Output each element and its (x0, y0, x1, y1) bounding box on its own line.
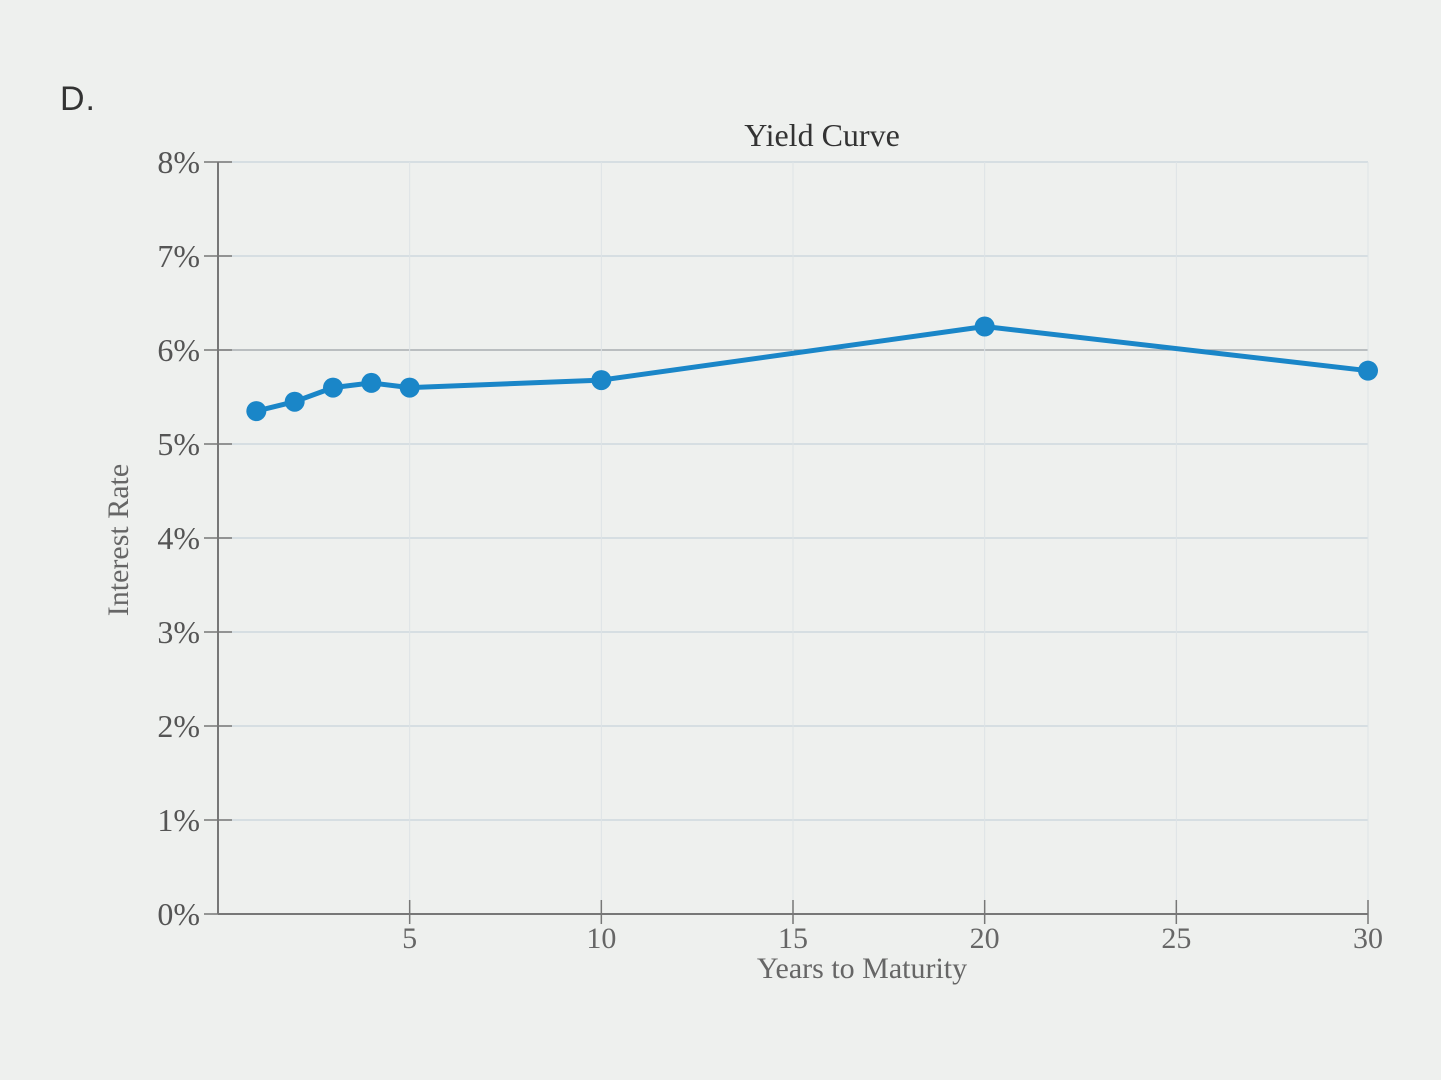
option-label: D. (60, 80, 96, 118)
grid-lines (218, 161, 1369, 914)
series-group (246, 316, 1378, 422)
x-tick-labels: 5 10 15 20 25 30 (402, 922, 1383, 955)
x-tick-label: 20 (970, 922, 1000, 955)
y-tick-label: 5% (157, 426, 200, 462)
y-tick-labels: 0% 1% 2% 3% 4% 5% 6% 7% 8% (157, 144, 200, 932)
y-tick-label: 8% (157, 144, 200, 180)
axes (204, 161, 1369, 924)
x-tick-label: 25 (1161, 922, 1191, 955)
y-tick-label: 2% (157, 708, 200, 744)
series-line (255, 324, 1369, 414)
x-tick-label: 15 (778, 922, 808, 955)
y-tick-label: 4% (157, 520, 200, 556)
data-point (323, 377, 343, 398)
data-point (399, 377, 420, 398)
y-tick-label: 0% (157, 896, 200, 932)
data-point (284, 391, 305, 412)
y-tick-label: 6% (157, 332, 200, 368)
y-tick-label: 3% (157, 614, 200, 650)
chart-title: Yield Curve (744, 117, 900, 153)
data-point (591, 370, 612, 391)
data-point (974, 316, 995, 337)
x-axis-title: Years to Maturity (757, 952, 967, 985)
y-tick-label: 7% (157, 238, 200, 274)
x-tick-label: 5 (402, 922, 417, 955)
x-tick-label: 30 (1353, 922, 1383, 955)
y-tick-label: 1% (157, 802, 200, 838)
data-point (1358, 360, 1378, 381)
x-tick-label: 10 (586, 922, 616, 955)
data-point (246, 401, 267, 422)
data-point (361, 372, 382, 393)
y-axis-title: Interest Rate (102, 464, 135, 616)
